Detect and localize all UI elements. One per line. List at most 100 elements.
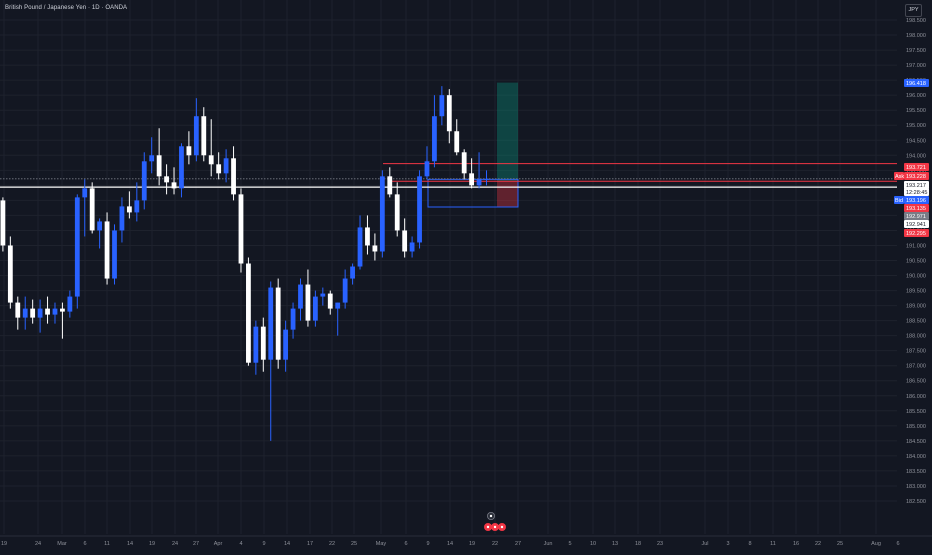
time-axis-label: 19	[149, 541, 155, 547]
price-axis-label: 198.000	[906, 33, 926, 39]
price-axis-label: 182.500	[906, 499, 926, 505]
time-axis-label: 5	[568, 541, 571, 547]
long-position-loss-zone[interactable]	[497, 181, 518, 207]
price-tag-value: 192.971	[906, 214, 926, 220]
time-axis-label: 22	[492, 541, 498, 547]
entry-line-tag: 193.135	[904, 204, 929, 212]
candle-body	[179, 146, 184, 189]
candle-body	[89, 188, 95, 231]
dividend-event-icon[interactable]	[490, 523, 499, 532]
candle-body	[476, 179, 482, 186]
candle	[67, 290, 73, 318]
candle	[156, 128, 162, 186]
candle-body	[141, 161, 147, 201]
time-axis-label: 17	[307, 541, 313, 547]
candle	[201, 107, 207, 162]
candle-body	[305, 284, 311, 321]
candle	[379, 170, 385, 258]
price-axis-label: 194.500	[906, 138, 926, 144]
last-price-tag: 193.217	[904, 181, 929, 189]
candle	[74, 194, 80, 309]
candle	[0, 197, 6, 252]
price-axis-label: 189.000	[906, 304, 926, 310]
price-axis-label: 198.500	[906, 18, 926, 24]
price-axis-label: 185.500	[906, 409, 926, 415]
grid-layer	[0, 0, 897, 534]
candle-body	[216, 164, 222, 174]
time-axis-label: 6	[404, 541, 407, 547]
price-axis-label: 197.000	[906, 63, 926, 69]
resistance-line-tag: 193.721	[904, 163, 929, 171]
price-axis-label: 189.500	[906, 289, 926, 295]
candle-body	[156, 155, 162, 177]
candle-body	[119, 206, 125, 231]
price-axis-label: 186.000	[906, 394, 926, 400]
candle-body	[186, 146, 192, 156]
long-position-profit-zone[interactable]	[497, 82, 518, 182]
price-axis-label: 195.500	[906, 108, 926, 114]
price-tag-value: 12:28:45	[906, 190, 927, 196]
candle	[424, 146, 430, 180]
candle	[126, 191, 132, 219]
candle-body	[298, 284, 303, 309]
candle-body	[126, 206, 132, 213]
candle-body	[469, 173, 475, 186]
currency-button[interactable]: JPY	[905, 4, 922, 17]
candles-layer	[0, 86, 489, 441]
candle	[134, 182, 140, 222]
time-axis-label: Apr	[214, 541, 223, 547]
candle-body	[320, 293, 326, 297]
time-axis-label: 14	[284, 541, 290, 547]
candle	[186, 131, 192, 165]
drawings-layer[interactable]	[0, 82, 897, 208]
candle-body	[231, 158, 236, 195]
price-axis[interactable]: 198.500198.000197.500197.000196.500196.0…	[906, 18, 926, 505]
candle-body	[424, 161, 430, 177]
candle	[89, 182, 95, 234]
price-axis-label: 190.500	[906, 259, 926, 265]
time-axis-label: 4	[239, 541, 242, 547]
time-axis-label: 16	[793, 541, 799, 547]
time-axis-label: 3	[726, 541, 729, 547]
candle	[52, 302, 58, 324]
time-axis-label: 14	[447, 541, 453, 547]
candle-body	[149, 155, 155, 162]
candle	[171, 167, 177, 195]
candle	[320, 287, 326, 306]
dividend-event-icon[interactable]	[483, 523, 492, 532]
time-axis-label: 24	[172, 541, 178, 547]
time-axis-label: Jun	[544, 541, 553, 547]
candle-body	[22, 308, 28, 318]
candle	[312, 290, 318, 327]
symbol-title[interactable]: British Pound / Japanese Yen · 1D · OAND…	[5, 5, 128, 11]
price-axis-label: 190.000	[906, 274, 926, 280]
candle	[290, 302, 296, 339]
candle	[461, 149, 467, 180]
time-axis-label: 22	[815, 541, 821, 547]
time-axis-label: 25	[837, 541, 843, 547]
candle	[469, 158, 475, 189]
price-axis-label: 187.000	[906, 364, 926, 370]
price-tag-label-bg	[894, 172, 904, 180]
candle-body	[327, 293, 333, 309]
price-axis-label: 183.500	[906, 469, 926, 475]
events-layer[interactable]	[483, 512, 506, 532]
economic-event-icon[interactable]	[486, 512, 495, 521]
candle-body	[15, 302, 21, 318]
candle	[432, 95, 437, 168]
time-axis[interactable]: 19 24 Mar 6 11 14 19 24 27 Apr 4 9 14 17 22 25 May 6 9 14 19…	[0, 535, 932, 547]
dividend-event-icon[interactable]	[497, 523, 506, 532]
candle	[246, 257, 251, 366]
candle	[164, 164, 169, 195]
candle	[268, 281, 274, 441]
candle	[60, 302, 65, 339]
time-axis-label: 9	[262, 541, 265, 547]
candle-body	[82, 188, 88, 198]
candle	[208, 119, 214, 177]
candle-body	[394, 194, 400, 231]
candle-body	[104, 221, 110, 279]
candle	[45, 296, 50, 324]
